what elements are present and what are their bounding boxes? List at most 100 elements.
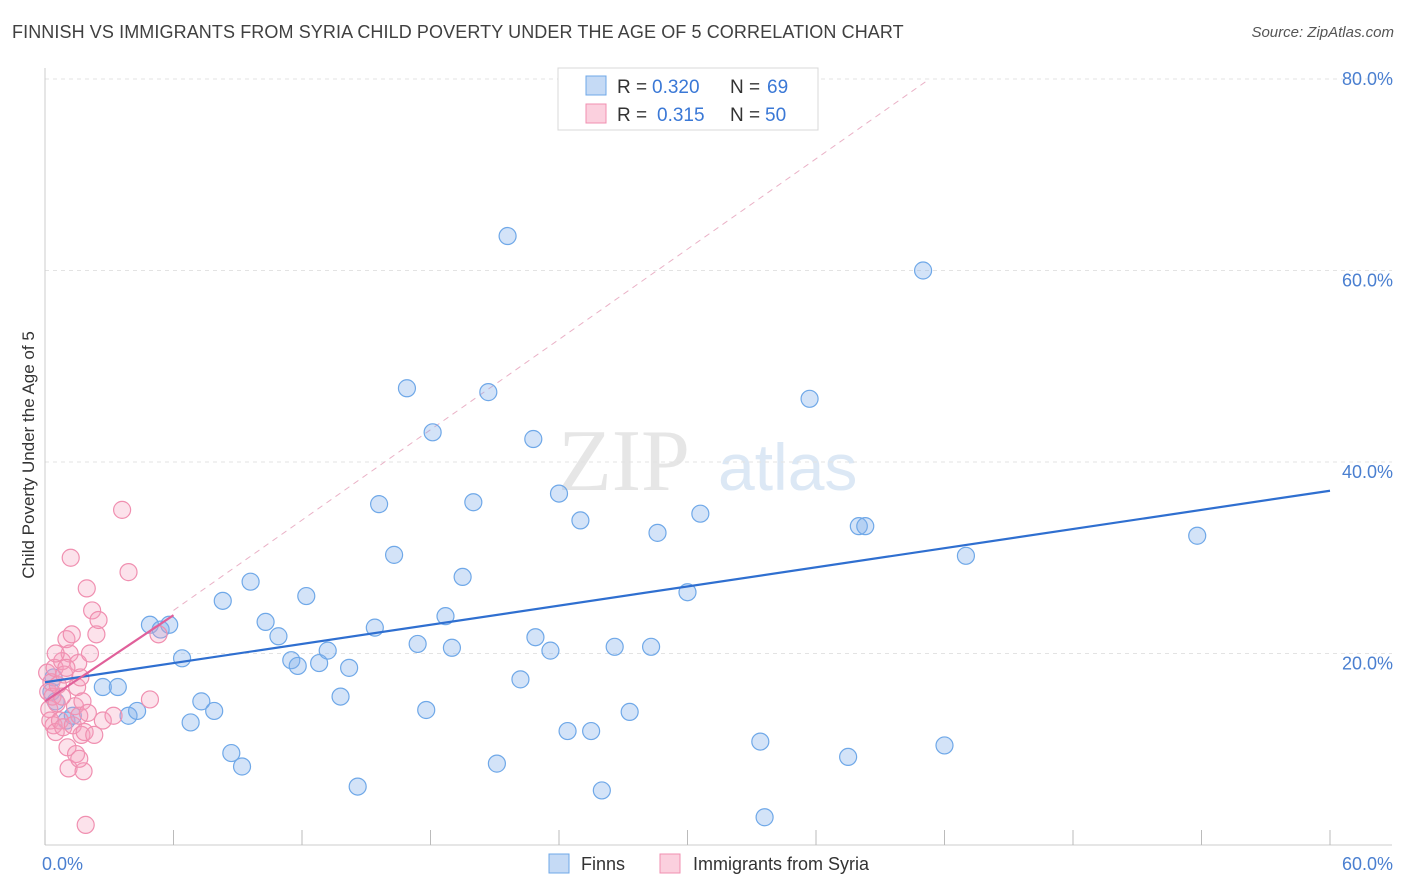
finns-point	[620, 702, 639, 722]
finns-point	[181, 713, 200, 732]
finns-point	[348, 777, 367, 796]
finns-point	[487, 754, 506, 773]
stats-swatch-syria	[585, 103, 607, 124]
source-label: Source: ZipAtlas.com	[1251, 24, 1394, 41]
axes: 20.0% 40.0% 60.0% 80.0% 0.0% 60.0%	[42, 68, 1393, 874]
finns-point	[648, 523, 667, 542]
stats-swatch-finns	[585, 75, 607, 96]
syria-point	[69, 653, 88, 673]
finns-point	[935, 736, 954, 755]
finns-point	[524, 429, 543, 449]
watermark-atlas: atlas	[718, 430, 857, 504]
finns-point	[384, 545, 404, 564]
finns-point	[205, 701, 224, 721]
stats-n-value-syria: 50	[765, 105, 786, 126]
legend-swatch-finns	[548, 853, 570, 874]
finns-point	[370, 495, 389, 514]
finns-point	[222, 743, 241, 763]
finns-point	[800, 389, 819, 408]
stats-n-label-finns: N =	[730, 77, 760, 98]
syria-point	[83, 601, 102, 620]
syria-point	[77, 579, 96, 598]
x-tick-label-min: 0.0%	[42, 854, 83, 874]
finns-point	[269, 627, 288, 646]
stats-n-label-syria: N =	[730, 105, 760, 126]
finns-point	[436, 607, 455, 626]
finns-point	[232, 757, 252, 776]
syria-point	[119, 563, 138, 582]
finns-point	[592, 781, 611, 800]
stats-r-label-syria: R =	[617, 105, 647, 126]
series-syria	[38, 500, 168, 834]
finns-point	[127, 701, 147, 721]
syria-point	[73, 692, 92, 711]
diagonal-reference-line	[173, 78, 930, 611]
finns-point	[442, 638, 462, 657]
syria-point	[140, 690, 160, 709]
finns-point	[331, 687, 350, 706]
trend-lines	[44, 489, 1331, 703]
syria-point	[62, 625, 81, 644]
finns-point	[526, 628, 545, 647]
syria-point	[46, 644, 65, 663]
finns-point	[318, 641, 337, 660]
finns-point	[172, 649, 192, 668]
y-tick-label-80: 80.0%	[1342, 69, 1393, 89]
finns-point	[192, 692, 211, 711]
finns-point	[408, 634, 427, 654]
syria-point	[104, 706, 123, 725]
finns-point	[641, 637, 661, 656]
stats-n-value-finns: 69	[767, 77, 788, 98]
finns-point	[856, 517, 875, 536]
finns-point	[913, 261, 933, 280]
syria-point	[78, 703, 97, 722]
finns-point	[213, 591, 232, 610]
finns-point	[423, 423, 442, 442]
syria-point	[72, 725, 91, 744]
finns-point	[571, 511, 590, 530]
syria-trend-line	[44, 614, 175, 703]
finns-point	[241, 572, 260, 591]
finns-point	[956, 546, 976, 565]
finns-point	[340, 658, 359, 677]
stats-legend: R = 0.320 N = 69 R = 0.315 N = 50	[557, 67, 819, 131]
syria-point	[93, 711, 112, 730]
finns-point	[1188, 526, 1207, 545]
finns-point	[511, 670, 530, 689]
stats-r-value-finns: 0.320	[652, 77, 700, 98]
legend-label-syria: Immigrants from Syria	[693, 854, 870, 874]
legend-label-finns: Finns	[581, 854, 625, 874]
watermark: ZIP atlas	[558, 413, 857, 510]
x-tick-label-max: 60.0%	[1342, 854, 1393, 874]
y-tick-label-60: 60.0%	[1342, 270, 1393, 290]
finns-point	[849, 517, 868, 536]
finns-point	[691, 504, 710, 523]
y-axis-label: Child Poverty Under the Age of 5	[19, 331, 38, 579]
finns-point	[605, 637, 624, 656]
gridlines	[45, 78, 1392, 654]
finns-point	[417, 700, 436, 720]
chart-title: FINNISH VS IMMIGRANTS FROM SYRIA CHILD P…	[12, 22, 904, 42]
syria-point	[76, 815, 95, 834]
finns-point	[256, 612, 275, 632]
finns-point	[453, 567, 472, 587]
finns-point	[310, 653, 329, 673]
finns-point	[558, 721, 577, 741]
finns-point	[108, 677, 127, 697]
syria-point	[61, 548, 80, 567]
syria-point	[57, 658, 76, 677]
y-tick-label-20: 20.0%	[1342, 653, 1393, 673]
syria-point	[87, 625, 106, 644]
finns-trend-line	[44, 489, 1331, 684]
syria-point	[80, 644, 100, 663]
stats-r-label-finns: R =	[617, 77, 647, 98]
syria-point	[70, 749, 89, 768]
finns-point	[582, 721, 601, 741]
syria-point	[89, 610, 108, 630]
series-finns	[42, 226, 1207, 827]
bottom-legend: Finns Immigrants from Syria	[548, 853, 870, 874]
finns-point	[119, 706, 138, 725]
diagonal-reference	[173, 78, 930, 611]
finns-point	[93, 677, 112, 697]
